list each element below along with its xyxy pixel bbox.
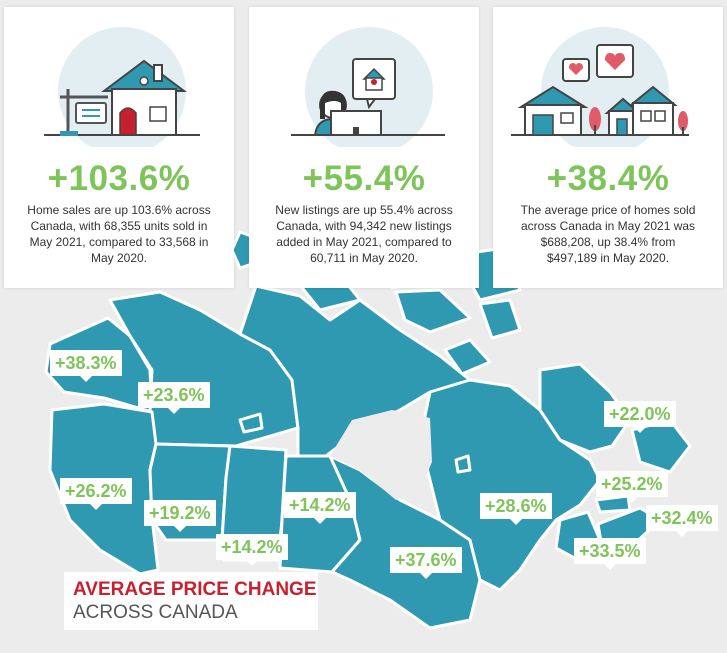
region-nunavut	[238, 284, 472, 458]
label-bc: +26.2%	[60, 478, 132, 510]
map-title-box: AVERAGE PRICE CHANGE ACROSS CANADA	[64, 572, 318, 630]
home-sales-stat: +103.6%	[47, 159, 191, 198]
new-listings-desc: New listings are up 55.4% across Canada,…	[275, 203, 453, 265]
label-manitoba: +14.2%	[284, 492, 356, 524]
region-newfoundland	[538, 362, 632, 454]
map-title: AVERAGE PRICE CHANGE	[73, 579, 317, 600]
new-listings-stat: +55.4%	[302, 159, 426, 198]
label-saskatchewan: +14.2%	[216, 534, 288, 566]
map-subtitle: ACROSS CANADA	[73, 602, 238, 623]
label-nwt: +23.6%	[138, 382, 210, 414]
label-quebec: +28.6%	[480, 493, 552, 525]
region-pei	[594, 494, 632, 514]
average-price-stat: +38.4%	[546, 159, 670, 198]
card-new-listings: +55.4% New listings are up 55.4% across …	[249, 7, 479, 288]
label-ontario: +37.6%	[390, 547, 462, 579]
label-alberta: +19.2%	[144, 500, 216, 532]
label-yukon: +38.3%	[50, 350, 122, 382]
canada-map	[44, 230, 692, 630]
house-sale-illustration	[44, 27, 200, 147]
average-price-desc: The average price of homes sold across C…	[520, 203, 696, 265]
region-ontario	[328, 454, 482, 630]
label-newfoundland: +22.0%	[604, 401, 676, 433]
label-pei: +25.2%	[596, 471, 668, 503]
home-sales-desc: Home sales are up 103.6% across Canada, …	[27, 203, 211, 265]
label-nova-scotia: +32.4%	[646, 505, 718, 537]
hudson-bay	[330, 410, 432, 500]
card-average-price: +38.4% The average price of homes sold a…	[493, 7, 723, 288]
label-new-brunswick: +33.5%	[574, 538, 646, 570]
card-home-sales: +103.6% Home sales are up 103.6% across …	[4, 7, 234, 288]
new-listing-illustration	[291, 27, 445, 147]
homes-hearts-illustration	[511, 27, 689, 147]
